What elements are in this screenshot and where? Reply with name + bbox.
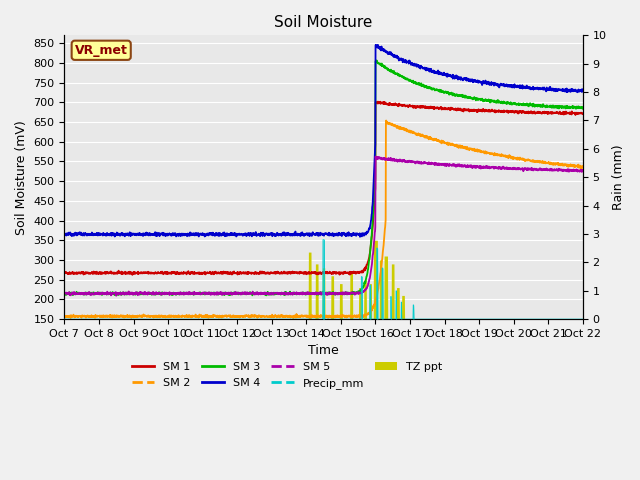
Text: VR_met: VR_met	[75, 44, 127, 57]
Y-axis label: Rain (mm): Rain (mm)	[612, 144, 625, 210]
Title: Soil Moisture: Soil Moisture	[275, 15, 372, 30]
Legend: SM 1, SM 2, SM 3, SM 4, SM 5, Precip_mm, TZ ppt: SM 1, SM 2, SM 3, SM 4, SM 5, Precip_mm,…	[128, 358, 447, 393]
Y-axis label: Soil Moisture (mV): Soil Moisture (mV)	[15, 120, 28, 235]
X-axis label: Time: Time	[308, 344, 339, 357]
